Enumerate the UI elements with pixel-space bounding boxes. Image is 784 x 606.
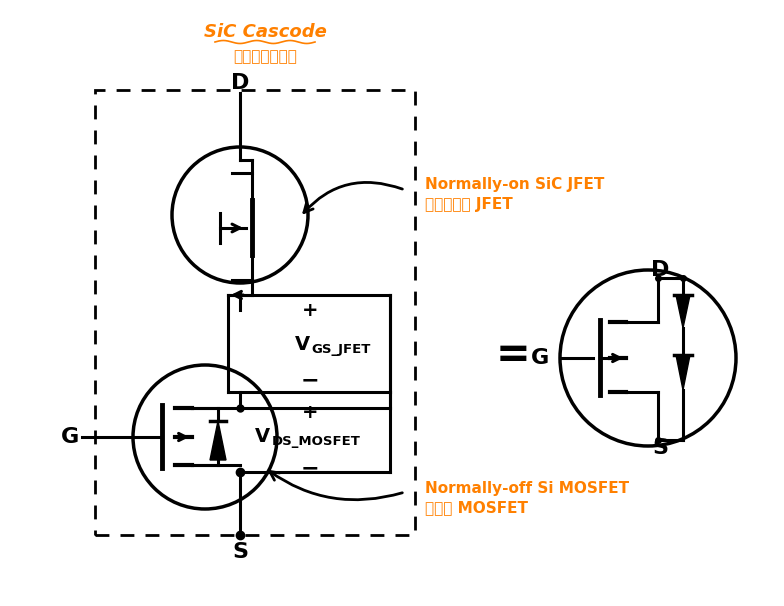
- Bar: [95, 90, 415, 535]
- Polygon shape: [676, 295, 690, 328]
- Text: −: −: [301, 370, 319, 390]
- Text: SiC Cascode: SiC Cascode: [204, 23, 326, 41]
- Text: V: V: [255, 427, 270, 447]
- Text: G: G: [61, 427, 79, 447]
- Text: Normally-off Si MOSFET: Normally-off Si MOSFET: [425, 481, 629, 496]
- Text: Normally-on SiC JFET: Normally-on SiC JFET: [425, 178, 604, 193]
- Text: +: +: [302, 402, 318, 422]
- Text: GS_JFET: GS_JFET: [311, 344, 370, 356]
- Text: +: +: [302, 301, 318, 319]
- Text: D: D: [651, 260, 670, 280]
- Text: G: G: [531, 348, 549, 368]
- Polygon shape: [210, 421, 226, 460]
- Text: =: =: [495, 334, 530, 376]
- Text: DS_MOSFET: DS_MOSFET: [272, 436, 361, 448]
- Text: −: −: [301, 458, 319, 478]
- Text: D: D: [230, 73, 249, 93]
- Text: 常关硬 MOSFET: 常关硬 MOSFET: [425, 501, 528, 516]
- Text: S: S: [232, 542, 248, 562]
- Text: S: S: [652, 438, 668, 458]
- Polygon shape: [676, 355, 690, 390]
- Text: 碳化硬共源共栅: 碳化硬共源共栅: [233, 50, 297, 64]
- Text: V: V: [295, 336, 310, 355]
- Text: 常开碳化硬 JFET: 常开碳化硬 JFET: [425, 198, 513, 213]
